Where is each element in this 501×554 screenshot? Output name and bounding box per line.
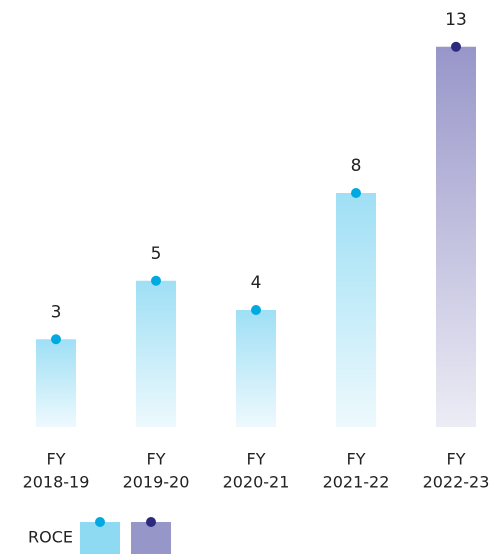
bar-dot [51,334,61,345]
legend-swatch [80,522,120,554]
bar [136,280,176,427]
x-tick-label: 2021-22 [323,473,390,492]
x-tick-label: 2018-19 [23,473,90,492]
legend-dot [95,517,105,527]
bar-dot [251,305,261,315]
value-label: 8 [351,156,362,176]
legend-dot [146,517,156,527]
x-tick-label: 2020-21 [223,473,290,492]
x-tick-label: 2022-23 [423,473,490,492]
x-tick-label: FY [347,450,366,469]
x-tick-label: FY [247,450,266,469]
bar [236,310,276,427]
x-tick-label: FY [47,450,66,469]
value-label: 3 [51,302,62,322]
bar-dot [351,188,361,198]
bar [436,46,476,427]
bar [36,339,76,427]
x-tick-label: 2019-20 [123,473,190,492]
bar-dot [151,275,161,286]
legend-label: ROCE [28,528,73,547]
legend-swatch [131,522,171,554]
x-tick-label: FY [147,450,166,469]
x-tick-label: FY [447,450,466,469]
value-label: 5 [151,244,162,264]
value-label: 4 [251,273,262,293]
bar-dot [451,41,461,52]
bar [336,193,376,427]
value-label: 13 [445,10,467,30]
